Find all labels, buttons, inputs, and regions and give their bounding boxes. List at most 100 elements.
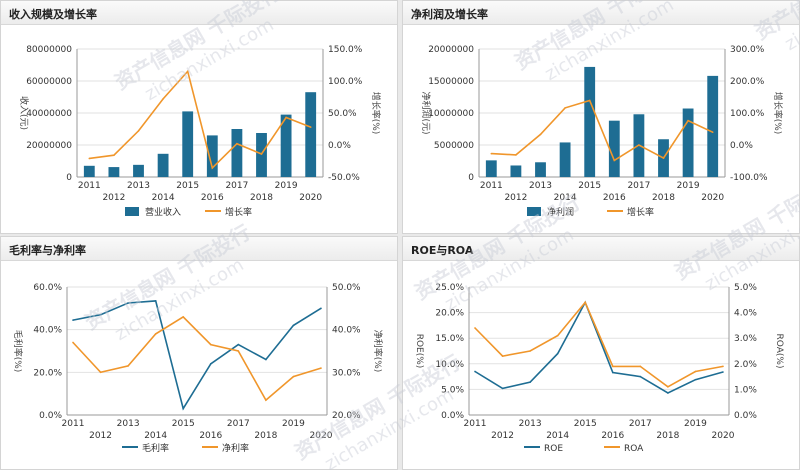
data-point — [127, 302, 129, 304]
y-tick-label: 5.0% — [441, 385, 464, 395]
data-point — [154, 333, 157, 335]
legend-label: ROE — [544, 444, 563, 454]
legend-label: 净利润 — [547, 206, 574, 218]
y2-tick-label: 30.0% — [332, 368, 361, 378]
y-axis-title: 收入(元) — [18, 96, 30, 130]
data-point — [309, 126, 312, 128]
y2-axis-title: 净利率(%) — [372, 330, 384, 373]
y2-tick-label: 100.0% — [730, 109, 765, 119]
x-tick-label: 2011 — [78, 181, 101, 191]
y2-axis-title: 增长率(%) — [772, 92, 784, 135]
data-point — [237, 343, 240, 346]
x-tick-label: 2018 — [656, 431, 679, 441]
legend-label: 营业收入 — [145, 206, 181, 218]
data-point — [694, 378, 697, 381]
data-point — [292, 375, 295, 378]
data-point — [265, 399, 267, 401]
y2-tick-label: 50.0% — [332, 283, 361, 293]
y-tick-label: 20000000 — [428, 45, 474, 55]
bar — [682, 108, 694, 177]
panel-title: ROE与ROA — [411, 244, 474, 257]
x-tick-label: 2017 — [227, 419, 250, 429]
y-tick-label: 5000000 — [434, 141, 474, 151]
y2-tick-label: 50.0% — [328, 109, 357, 119]
x-tick-label: 2020 — [299, 193, 322, 203]
x-tick-label: 2012 — [102, 193, 125, 203]
x-tick-label: 2019 — [677, 181, 700, 191]
bar — [707, 75, 719, 177]
y-tick-label: 0 — [66, 173, 72, 183]
data-point — [236, 142, 238, 145]
y-axis-title: 净利润(元) — [420, 91, 432, 134]
data-point — [611, 365, 614, 368]
y-axis-title: ROE(%) — [414, 334, 424, 369]
x-tick-label: 2012 — [504, 193, 527, 203]
margin-chart: 0.0% 20.0% 40.0% 60.0% 20.0% 30.0% 40.0% 50.0% 毛… — [12, 283, 384, 454]
y-tick-label: 0 — [468, 173, 474, 183]
roe-roa-panel: ROE与ROA 0.0% 5.0% 10.0% 15.0% 20.0% 25.0% 0.0%… — [402, 236, 800, 470]
series-line — [89, 69, 311, 170]
data-point — [182, 316, 185, 318]
panel-title: 净利润及增长率 — [411, 8, 488, 21]
x-tick-label: 2016 — [201, 193, 224, 203]
data-point — [667, 386, 669, 388]
bar — [608, 120, 620, 177]
legend-swatch — [527, 207, 541, 216]
data-point — [529, 381, 531, 384]
bar — [256, 133, 267, 177]
y2-tick-label: 3.0% — [734, 334, 757, 344]
x-tick-label: 2018 — [254, 431, 277, 441]
y2-tick-label: 0.0% — [328, 141, 351, 151]
legend-label: 增长率 — [627, 206, 654, 218]
x-tick-label: 2014 — [152, 193, 175, 203]
y-tick-label: 10000000 — [428, 109, 474, 119]
legend-label: 毛利率 — [142, 442, 169, 454]
series-line — [72, 300, 322, 411]
data-point — [72, 341, 74, 344]
data-point — [162, 98, 164, 100]
y2-tick-label: 2.0% — [734, 360, 757, 370]
panel-title: 收入规模及增长率 — [9, 8, 97, 21]
x-tick-label: 2015 — [176, 181, 199, 191]
bar — [206, 135, 218, 177]
bar — [280, 114, 292, 177]
x-tick-label: 2013 — [529, 181, 552, 191]
y2-tick-label: -100.0% — [730, 173, 768, 183]
x-tick-label: 2014 — [144, 431, 167, 441]
x-tick-label: 2015 — [172, 419, 195, 429]
data-point — [474, 370, 476, 373]
x-tick-label: 2020 — [310, 431, 333, 441]
y-tick-label: 15000000 — [428, 77, 474, 87]
margin-panel: 毛利率与净利率 0.0% 20.0% 40.0% 60.0% 20.0% 30.0% 40.… — [0, 236, 398, 470]
net-profit-chart: 0 5000000 10000000 15000000 20000000 -100.0% 0… — [420, 45, 784, 218]
x-tick-label: 2017 — [629, 419, 652, 429]
y2-axis-title: ROA(%) — [774, 334, 784, 369]
y2-tick-label: 4.0% — [734, 309, 757, 319]
data-point — [265, 358, 267, 361]
data-point — [722, 371, 724, 373]
bar — [231, 129, 243, 177]
data-point — [556, 352, 559, 355]
data-point — [539, 133, 542, 136]
data-point — [237, 350, 240, 352]
data-point — [515, 154, 517, 156]
data-point — [99, 371, 102, 374]
bar — [485, 160, 497, 177]
roe-roa-chart: 0.0% 5.0% 10.0% 15.0% 20.0% 25.0% 0.0% 1.0% 2.0%… — [414, 283, 784, 454]
y-tick-label: 40.0% — [33, 326, 62, 336]
y2-tick-label: 0.0% — [734, 411, 757, 421]
y2-tick-label: 200.0% — [730, 77, 765, 87]
data-point — [490, 152, 493, 155]
bar — [83, 165, 95, 177]
series-line — [474, 300, 724, 394]
y2-axis-title: 增长率(%) — [370, 92, 382, 135]
data-point — [529, 350, 531, 352]
bar — [535, 162, 546, 177]
bar — [182, 111, 194, 177]
data-point — [722, 365, 724, 368]
x-tick-label: 2014 — [554, 193, 577, 203]
panel-title: 毛利率与净利率 — [9, 244, 86, 257]
data-point — [292, 324, 295, 327]
x-tick-label: 2015 — [578, 181, 601, 191]
data-point — [611, 371, 614, 374]
